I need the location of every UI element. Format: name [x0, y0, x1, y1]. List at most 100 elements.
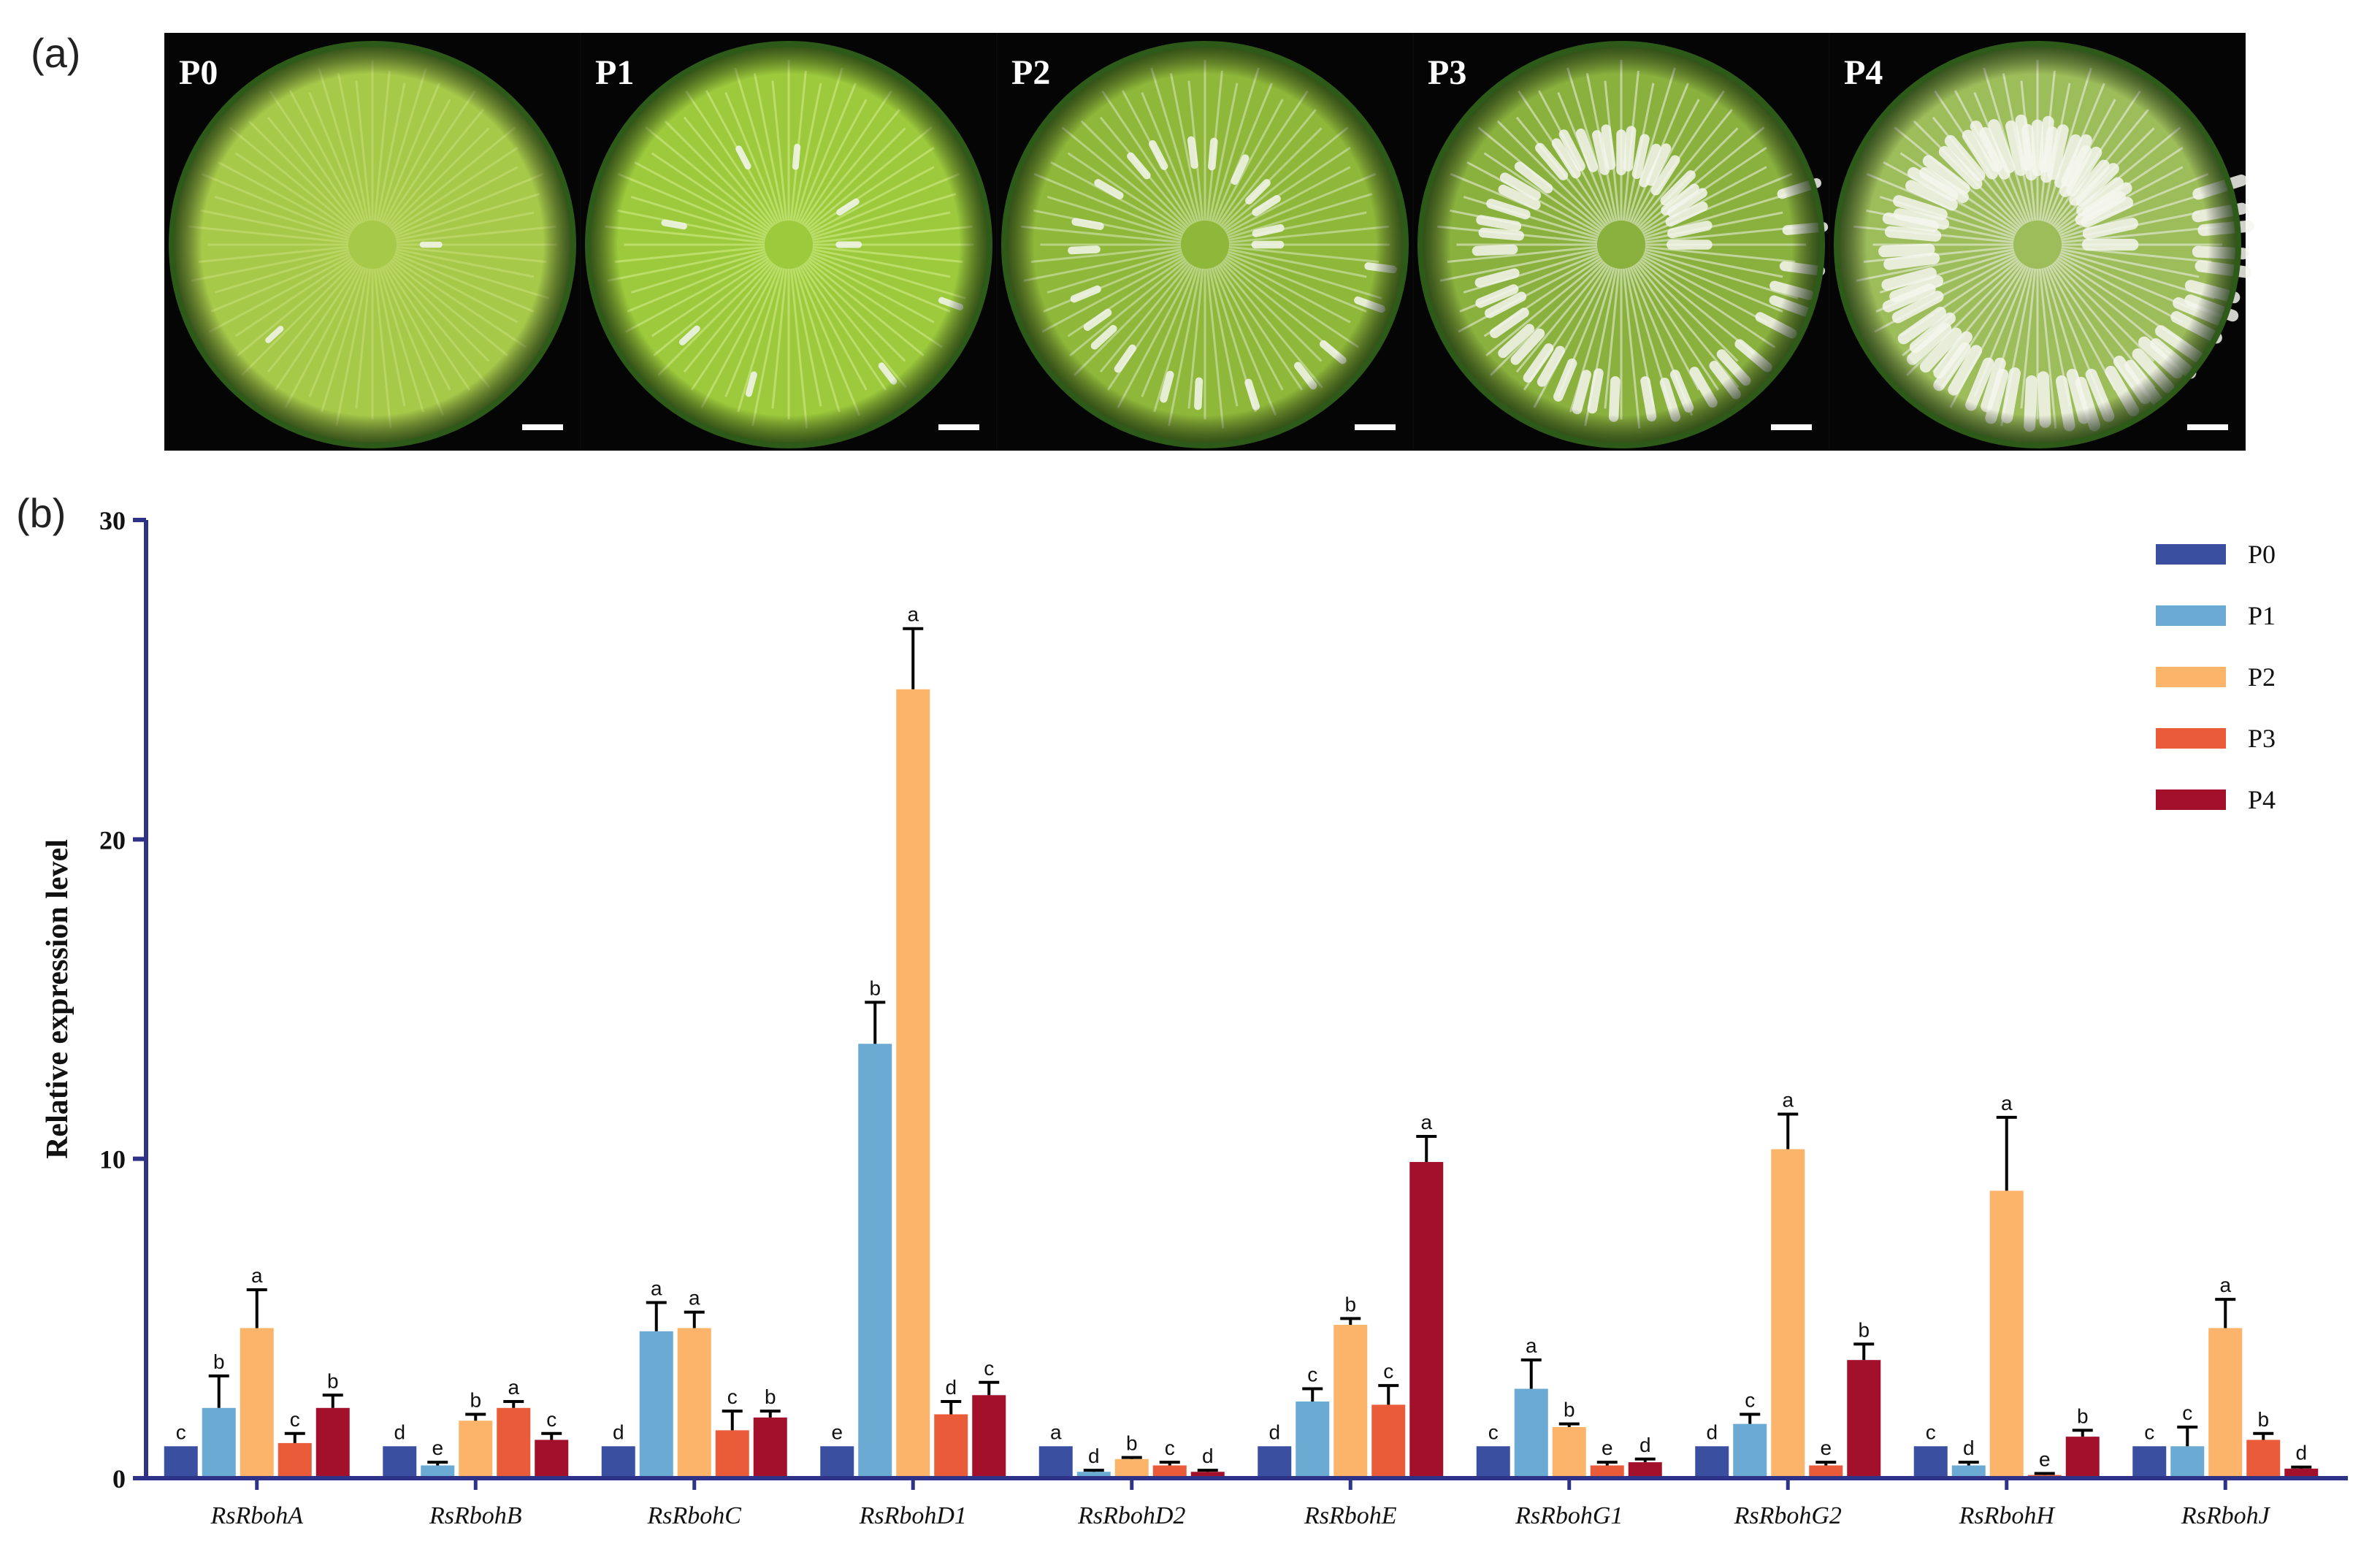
bar [202, 1407, 236, 1476]
bar [459, 1420, 493, 1476]
significance-letter: b [1564, 1399, 1575, 1421]
significance-letter: a [1050, 1420, 1062, 1443]
significance-letter: c [546, 1408, 556, 1431]
significance-letter: c [1926, 1420, 1936, 1443]
significance-letter: c [290, 1408, 300, 1431]
bar [1114, 1458, 1149, 1476]
legend-entry: P0 [2156, 540, 2276, 569]
significance-letter: d [1269, 1420, 1280, 1443]
slice-rim [172, 44, 573, 446]
significance-letter: a [251, 1264, 263, 1287]
bar-group-rsrbohb: d e b a c RsRbohB [383, 1376, 569, 1529]
bar [896, 689, 930, 1477]
significance-letter: a [689, 1287, 700, 1309]
bar-group-rsrbohd1: e b a d c RsRbohD1 [820, 603, 1006, 1529]
significance-letter: a [907, 603, 919, 626]
significance-letter: b [327, 1369, 339, 1392]
significance-letter: a [1782, 1088, 1794, 1111]
scale-bar [938, 424, 979, 430]
slice-skin [1417, 41, 1825, 448]
significance-letter: e [1820, 1437, 1832, 1459]
bar [1628, 1462, 1662, 1476]
slice-rim [1004, 44, 1406, 446]
legend-entry: P2 [2156, 662, 2276, 692]
photo-p3: P3 [1414, 33, 1829, 451]
bar [1409, 1162, 1444, 1476]
bar [2132, 1446, 2167, 1476]
bar [497, 1407, 531, 1476]
legend-label: P0 [2248, 540, 2276, 569]
x-tick-label: RsRbohJ [2181, 1502, 2271, 1529]
significance-letter: e [831, 1420, 843, 1443]
photo-label: P4 [1844, 53, 1883, 92]
x-tick-label: RsRbohD2 [1077, 1502, 1185, 1529]
significance-letter: a [2219, 1274, 2231, 1296]
significance-letter: c [1745, 1389, 1755, 1412]
bar [1809, 1465, 1843, 1476]
bar [1913, 1446, 1948, 1476]
x-tick-label: RsRbohG2 [1734, 1502, 1842, 1529]
bar [2065, 1437, 2100, 1476]
significance-letter: a [508, 1376, 519, 1399]
bar-chart: 0 10 20 30 Relative expression level c b a c b RsR… [41, 506, 2348, 1529]
bar-group-rsrbohe: d c b c a RsRbohE [1258, 1111, 1444, 1529]
legend-entry: P1 [2156, 601, 2276, 630]
significance-letter: d [1963, 1437, 1975, 1459]
bar [972, 1395, 1006, 1476]
significance-letter: c [1307, 1364, 1317, 1386]
significance-letter: e [1602, 1437, 1613, 1459]
slice-skin [169, 41, 576, 448]
bar [1476, 1446, 1510, 1476]
x-tick-label: RsRbohA [210, 1502, 303, 1529]
bar [639, 1331, 673, 1476]
bar [1514, 1388, 1548, 1476]
significance-letter: c [727, 1385, 738, 1408]
bar [1076, 1472, 1111, 1476]
bar [383, 1446, 417, 1476]
significance-letter: b [213, 1350, 225, 1373]
bar [2246, 1439, 2281, 1476]
photo-p2: P2 [998, 33, 1412, 451]
significance-letter: c [176, 1420, 186, 1443]
photo-label: P2 [1011, 53, 1050, 92]
bar [1190, 1472, 1225, 1476]
slice-skin [1001, 41, 1409, 448]
photo-p0: P0 [165, 33, 580, 451]
y-tick-label: 30 [99, 506, 126, 535]
bar [1152, 1465, 1187, 1476]
y-tick-label: 20 [99, 825, 126, 854]
significance-letter: a [651, 1277, 662, 1299]
significance-letter: b [470, 1389, 481, 1412]
panel-a-label: (a) [31, 30, 80, 76]
bar [858, 1044, 892, 1476]
significance-letter: c [984, 1357, 994, 1380]
bar [315, 1407, 350, 1476]
y-tick-label: 10 [99, 1145, 126, 1174]
significance-letter: c [1165, 1437, 1175, 1459]
significance-letter: b [1344, 1293, 1356, 1315]
significance-letter: c [2182, 1402, 2192, 1424]
slice-rim [588, 44, 990, 446]
legend-label: P1 [2248, 601, 2276, 630]
legend-label: P2 [2248, 662, 2276, 692]
x-tick-label: RsRbohD1 [859, 1502, 967, 1529]
significance-letter: d [1088, 1445, 1100, 1467]
bar [677, 1328, 711, 1476]
significance-letter: b [2077, 1404, 2089, 1427]
bar-group-rsrbohd2: a d b c d RsRbohD2 [1038, 1420, 1225, 1529]
significance-letter: e [432, 1437, 443, 1459]
bar [1258, 1446, 1292, 1476]
bar [1371, 1404, 1406, 1476]
significance-letter: a [1420, 1111, 1432, 1133]
bar [1038, 1446, 1073, 1476]
bar [601, 1446, 635, 1476]
legend-label: P3 [2248, 724, 2276, 753]
bar [1989, 1190, 2024, 1476]
significance-letter: b [1858, 1318, 1870, 1341]
photo-strip: P0 P1 P2 P3 P4 [164, 33, 2254, 451]
legend-swatch [2156, 789, 2226, 810]
bar [1695, 1446, 1729, 1476]
bar [820, 1446, 854, 1476]
x-tick-label: RsRbohG1 [1515, 1502, 1623, 1529]
bar [934, 1414, 968, 1476]
